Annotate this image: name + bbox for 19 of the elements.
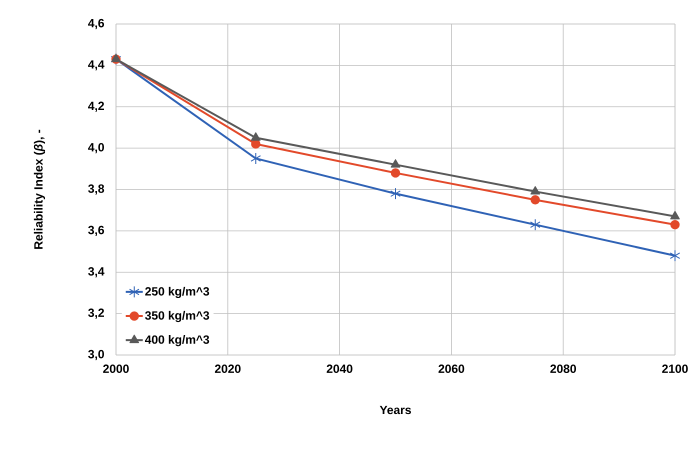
x-tick-label: 2060 — [438, 364, 464, 373]
x-tick-label: 2080 — [550, 364, 576, 373]
legend-label: 250 kg/m^3 — [145, 286, 210, 298]
y-tick-label: 4,6 — [88, 18, 104, 30]
y-tick-label: 3,6 — [88, 226, 104, 236]
y-tick-label: 4,4 — [88, 60, 104, 70]
x-tick-label: 2020 — [214, 364, 241, 373]
y-tick-label: 4,0 — [88, 143, 104, 154]
y-tick-label: 3,8 — [88, 184, 104, 195]
x-tick-label: 2100 — [662, 364, 688, 373]
y-tick-label: 3,0 — [88, 350, 104, 360]
legend-label: 350 kg/m^3 — [145, 310, 210, 322]
x-axis-title: Years — [380, 406, 411, 414]
x-tick-label: 2040 — [326, 364, 352, 373]
y-tick-label: 3,2 — [88, 308, 104, 319]
y-tick-label: 3,4 — [88, 267, 104, 278]
y-tick-label: 4,2 — [88, 102, 104, 112]
x-tick-label: 2000 — [103, 364, 129, 373]
legend-label: 400 kg/m^3 — [144, 335, 210, 346]
